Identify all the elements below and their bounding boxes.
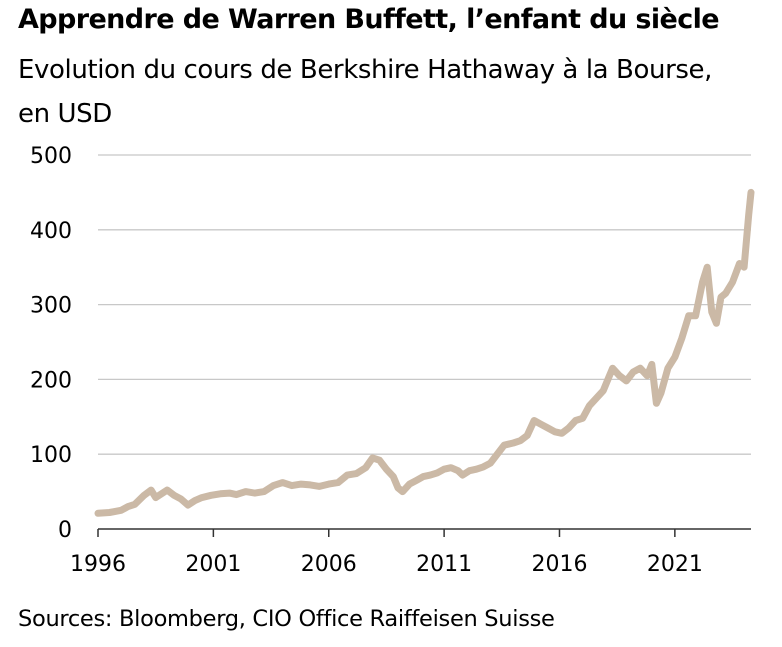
y-tick-label-300: 300 [30,294,72,319]
chart-subtitle: Evolution du cours de Berkshire Hathaway… [18,55,712,129]
y-tick-label-400: 400 [30,219,72,244]
y-axis: 0 100 200 300 400 500 [30,144,72,543]
series-line-berkshire-hathaway [94,188,755,517]
y-tick-label-200: 200 [30,368,72,393]
x-tick-label-2016: 2016 [531,552,587,577]
y-tick-label-500: 500 [30,144,72,169]
x-tick-label-2001: 2001 [185,552,241,577]
x-tick-label-2021: 2021 [647,552,703,577]
grid-lines [98,154,751,455]
chart-title: Apprendre de Warren Buffett, l’enfant du… [18,4,720,35]
source-note: Sources: Bloomberg, CIO Office Raiffeise… [18,606,555,632]
series-group [94,188,755,517]
x-tick-label-1996: 1996 [70,552,126,577]
x-tick-label-2006: 2006 [301,552,357,577]
y-tick-label-100: 100 [30,443,72,468]
x-axis: 1996 2001 2006 2011 2016 2021 [70,528,751,577]
y-tick-label-0: 0 [58,518,72,543]
x-tick-label-2011: 2011 [416,552,472,577]
